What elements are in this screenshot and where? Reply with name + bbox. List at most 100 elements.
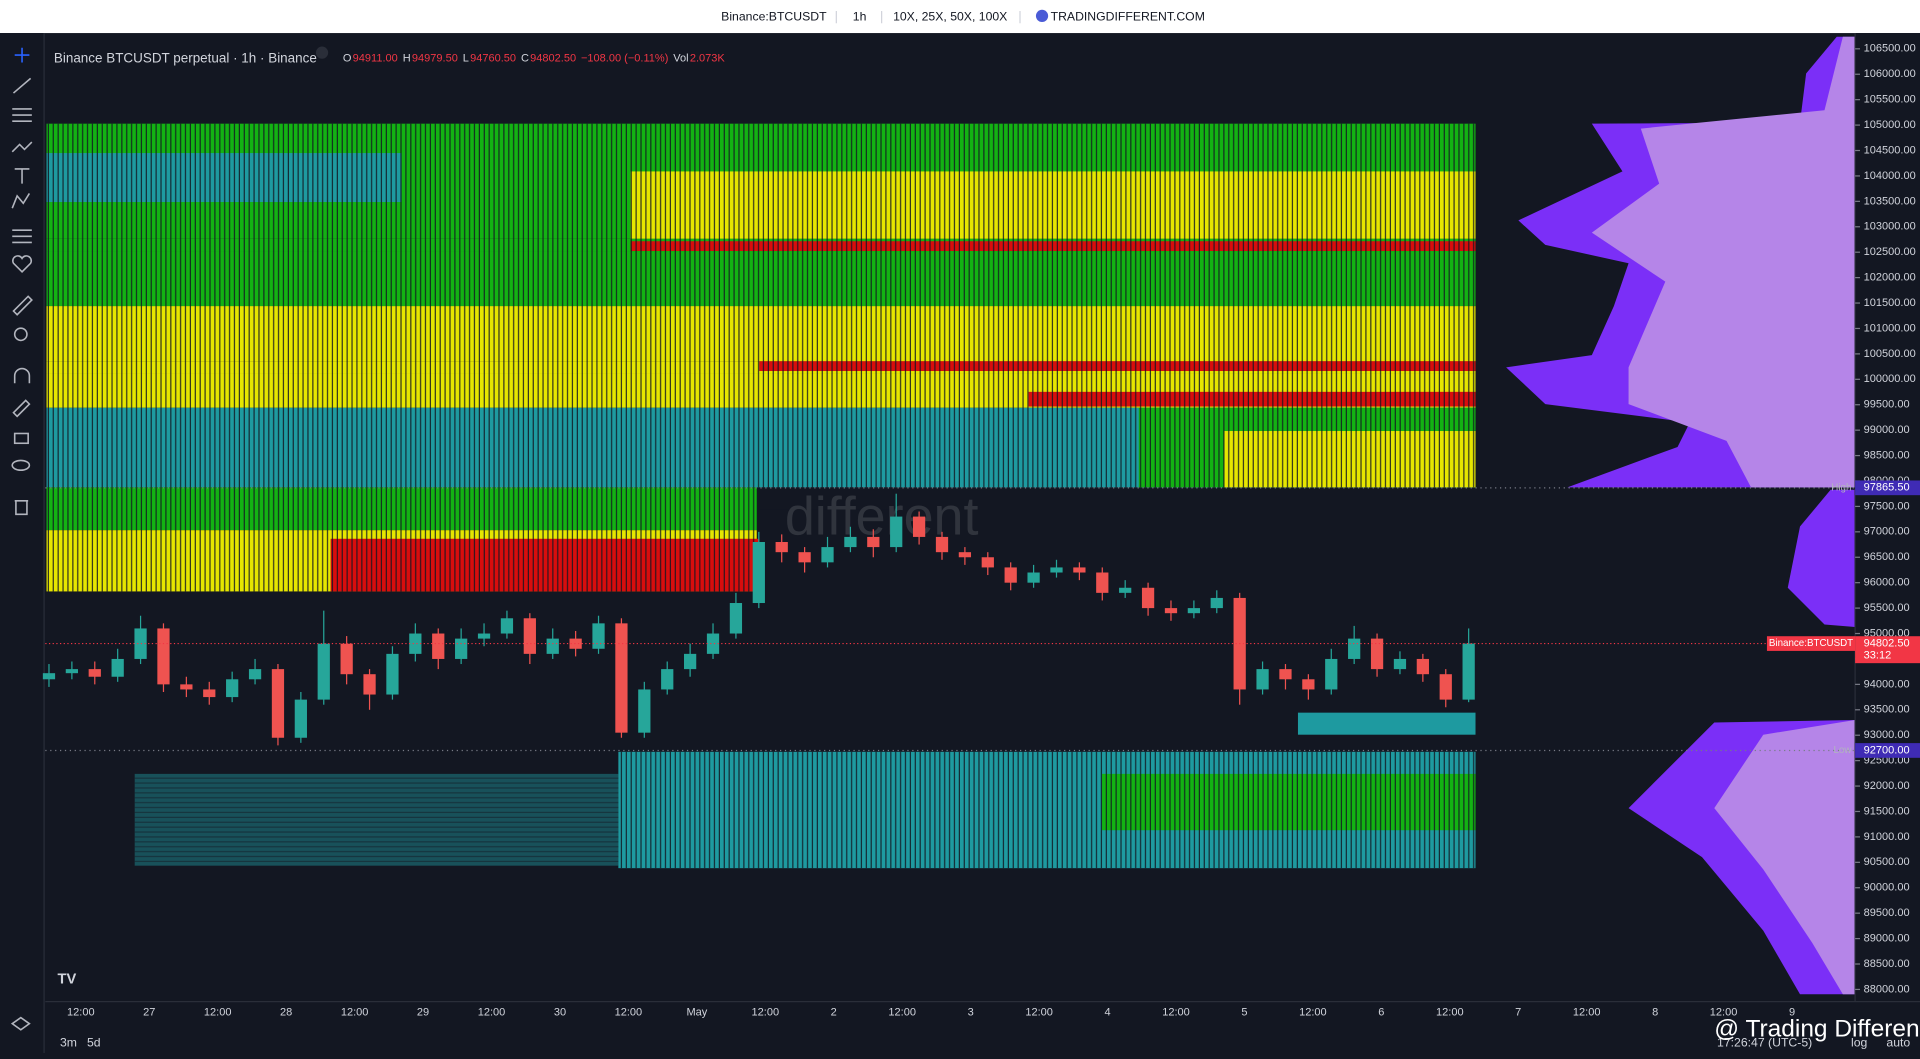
y-tick-label: 96500.00 bbox=[1864, 551, 1910, 563]
symbol-tag-bg bbox=[1766, 636, 1856, 651]
x-tick-label: 5 bbox=[1241, 1007, 1247, 1019]
candle-body bbox=[1027, 572, 1040, 583]
candle-body bbox=[386, 653, 399, 695]
volume-profile bbox=[1506, 36, 1856, 995]
y-tick-label: 90000.00 bbox=[1864, 882, 1910, 894]
y-tick-label: 96000.00 bbox=[1864, 577, 1910, 589]
brand: @ Trading Different bbox=[1714, 1015, 1920, 1042]
x-tick-label: 8 bbox=[1652, 1007, 1658, 1019]
x-tick-label: 29 bbox=[417, 1007, 429, 1019]
y-tick-label: 95500.00 bbox=[1864, 602, 1910, 614]
candle-body bbox=[317, 643, 330, 700]
y-tick-label: 88000.00 bbox=[1864, 983, 1910, 995]
candle-body bbox=[111, 658, 124, 677]
candle-body bbox=[1439, 674, 1452, 700]
candle-body bbox=[1393, 658, 1407, 670]
icon-tool[interactable] bbox=[12, 255, 32, 273]
ohlc-label: L bbox=[463, 53, 469, 65]
range-3m[interactable]: 3m bbox=[60, 1035, 77, 1049]
x-tick-label: 12:00 bbox=[1162, 1007, 1190, 1019]
y-tick-label: 97500.00 bbox=[1864, 500, 1910, 512]
y-tick-label: 97000.00 bbox=[1864, 526, 1910, 538]
y-tick-label: 102000.00 bbox=[1864, 272, 1916, 284]
candle-body bbox=[294, 699, 307, 738]
y-tick-label: 105500.00 bbox=[1864, 94, 1916, 106]
candle-body bbox=[65, 669, 79, 674]
x-tick-label: 30 bbox=[554, 1007, 566, 1019]
candle-body bbox=[1050, 567, 1063, 573]
candle-body bbox=[798, 552, 811, 563]
x-tick-label: 12:00 bbox=[1025, 1007, 1053, 1019]
candle-body bbox=[1348, 638, 1361, 659]
y-tick-label: 99500.00 bbox=[1864, 399, 1910, 411]
x-tick-label: May bbox=[686, 1007, 707, 1019]
y-tick-label: 94000.00 bbox=[1864, 678, 1910, 690]
delete-tool[interactable] bbox=[14, 500, 29, 516]
candle-body bbox=[1096, 572, 1109, 593]
candle-body bbox=[157, 628, 170, 685]
candle-body bbox=[615, 623, 628, 733]
trendline-tool[interactable] bbox=[12, 77, 32, 94]
y-tick-label: 100000.00 bbox=[1864, 373, 1916, 385]
interval[interactable]: 1h bbox=[853, 9, 867, 23]
draw-lock-tool[interactable] bbox=[12, 399, 31, 418]
candle-body bbox=[248, 669, 262, 680]
fib-tool[interactable] bbox=[12, 108, 32, 123]
candle-body bbox=[1325, 658, 1338, 690]
price-axis[interactable] bbox=[1855, 33, 1920, 1002]
symbol[interactable]: Binance:BTCUSDT bbox=[721, 9, 827, 23]
candle-body bbox=[1164, 608, 1178, 614]
forecast-tool[interactable] bbox=[12, 229, 32, 244]
candle-body bbox=[271, 669, 285, 738]
y-tick-label: 89000.00 bbox=[1864, 932, 1910, 944]
y-tick-label: 92500.00 bbox=[1864, 755, 1910, 767]
crosshair-tool[interactable] bbox=[14, 47, 30, 63]
log-toggle[interactable]: log bbox=[1851, 1035, 1868, 1049]
y-tick-label: 101000.00 bbox=[1864, 322, 1916, 334]
candle-body bbox=[661, 669, 674, 690]
candle-body bbox=[981, 557, 994, 568]
lock-tool[interactable] bbox=[13, 432, 29, 445]
brush-tool[interactable] bbox=[11, 141, 33, 153]
pattern-tool[interactable] bbox=[11, 193, 31, 209]
range-5d[interactable]: 5d bbox=[87, 1035, 101, 1049]
countdown: 33:12 bbox=[1864, 650, 1892, 662]
candle-body bbox=[1210, 597, 1223, 609]
zoom-tool[interactable] bbox=[13, 327, 28, 342]
tv-logo: TV bbox=[58, 971, 77, 987]
candle-body bbox=[821, 547, 834, 563]
ruler-tool[interactable] bbox=[12, 295, 33, 316]
price-tag: 94802.50 bbox=[1864, 637, 1910, 649]
x-tick-label: 27 bbox=[143, 1007, 155, 1019]
candle-body bbox=[912, 516, 926, 537]
y-tick-label: 104500.00 bbox=[1864, 144, 1916, 156]
candle-body bbox=[180, 684, 193, 690]
x-tick-label: 12:00 bbox=[67, 1007, 95, 1019]
candle-body bbox=[1141, 587, 1155, 609]
candle-body bbox=[706, 633, 720, 654]
ohlc-label: O bbox=[343, 53, 352, 65]
candle-body bbox=[890, 516, 903, 548]
candle-body bbox=[134, 628, 147, 659]
auto-toggle[interactable]: auto bbox=[1886, 1035, 1910, 1049]
y-tick-label: 91000.00 bbox=[1864, 831, 1910, 843]
candle-body bbox=[1416, 658, 1429, 675]
candle-body bbox=[958, 552, 972, 558]
candle-body bbox=[638, 689, 651, 733]
ohlc-label: H bbox=[403, 53, 411, 65]
magnet-tool[interactable] bbox=[13, 367, 31, 384]
candle-body bbox=[592, 623, 605, 649]
text-tool[interactable] bbox=[14, 168, 30, 184]
site-logo bbox=[1035, 9, 1049, 23]
x-tick-label: 3 bbox=[968, 1007, 974, 1019]
hide-tool[interactable] bbox=[11, 459, 31, 472]
vol-value: 2.073K bbox=[690, 53, 726, 65]
candle-body bbox=[42, 673, 56, 680]
layers-tool[interactable] bbox=[10, 1016, 31, 1031]
y-tick-label: 106000.00 bbox=[1864, 68, 1916, 80]
ohlc-value: 94760.50 bbox=[470, 53, 516, 65]
site[interactable]: TRADINGDIFFERENT.COM bbox=[1051, 9, 1205, 23]
x-tick-label: 12:00 bbox=[341, 1007, 369, 1019]
